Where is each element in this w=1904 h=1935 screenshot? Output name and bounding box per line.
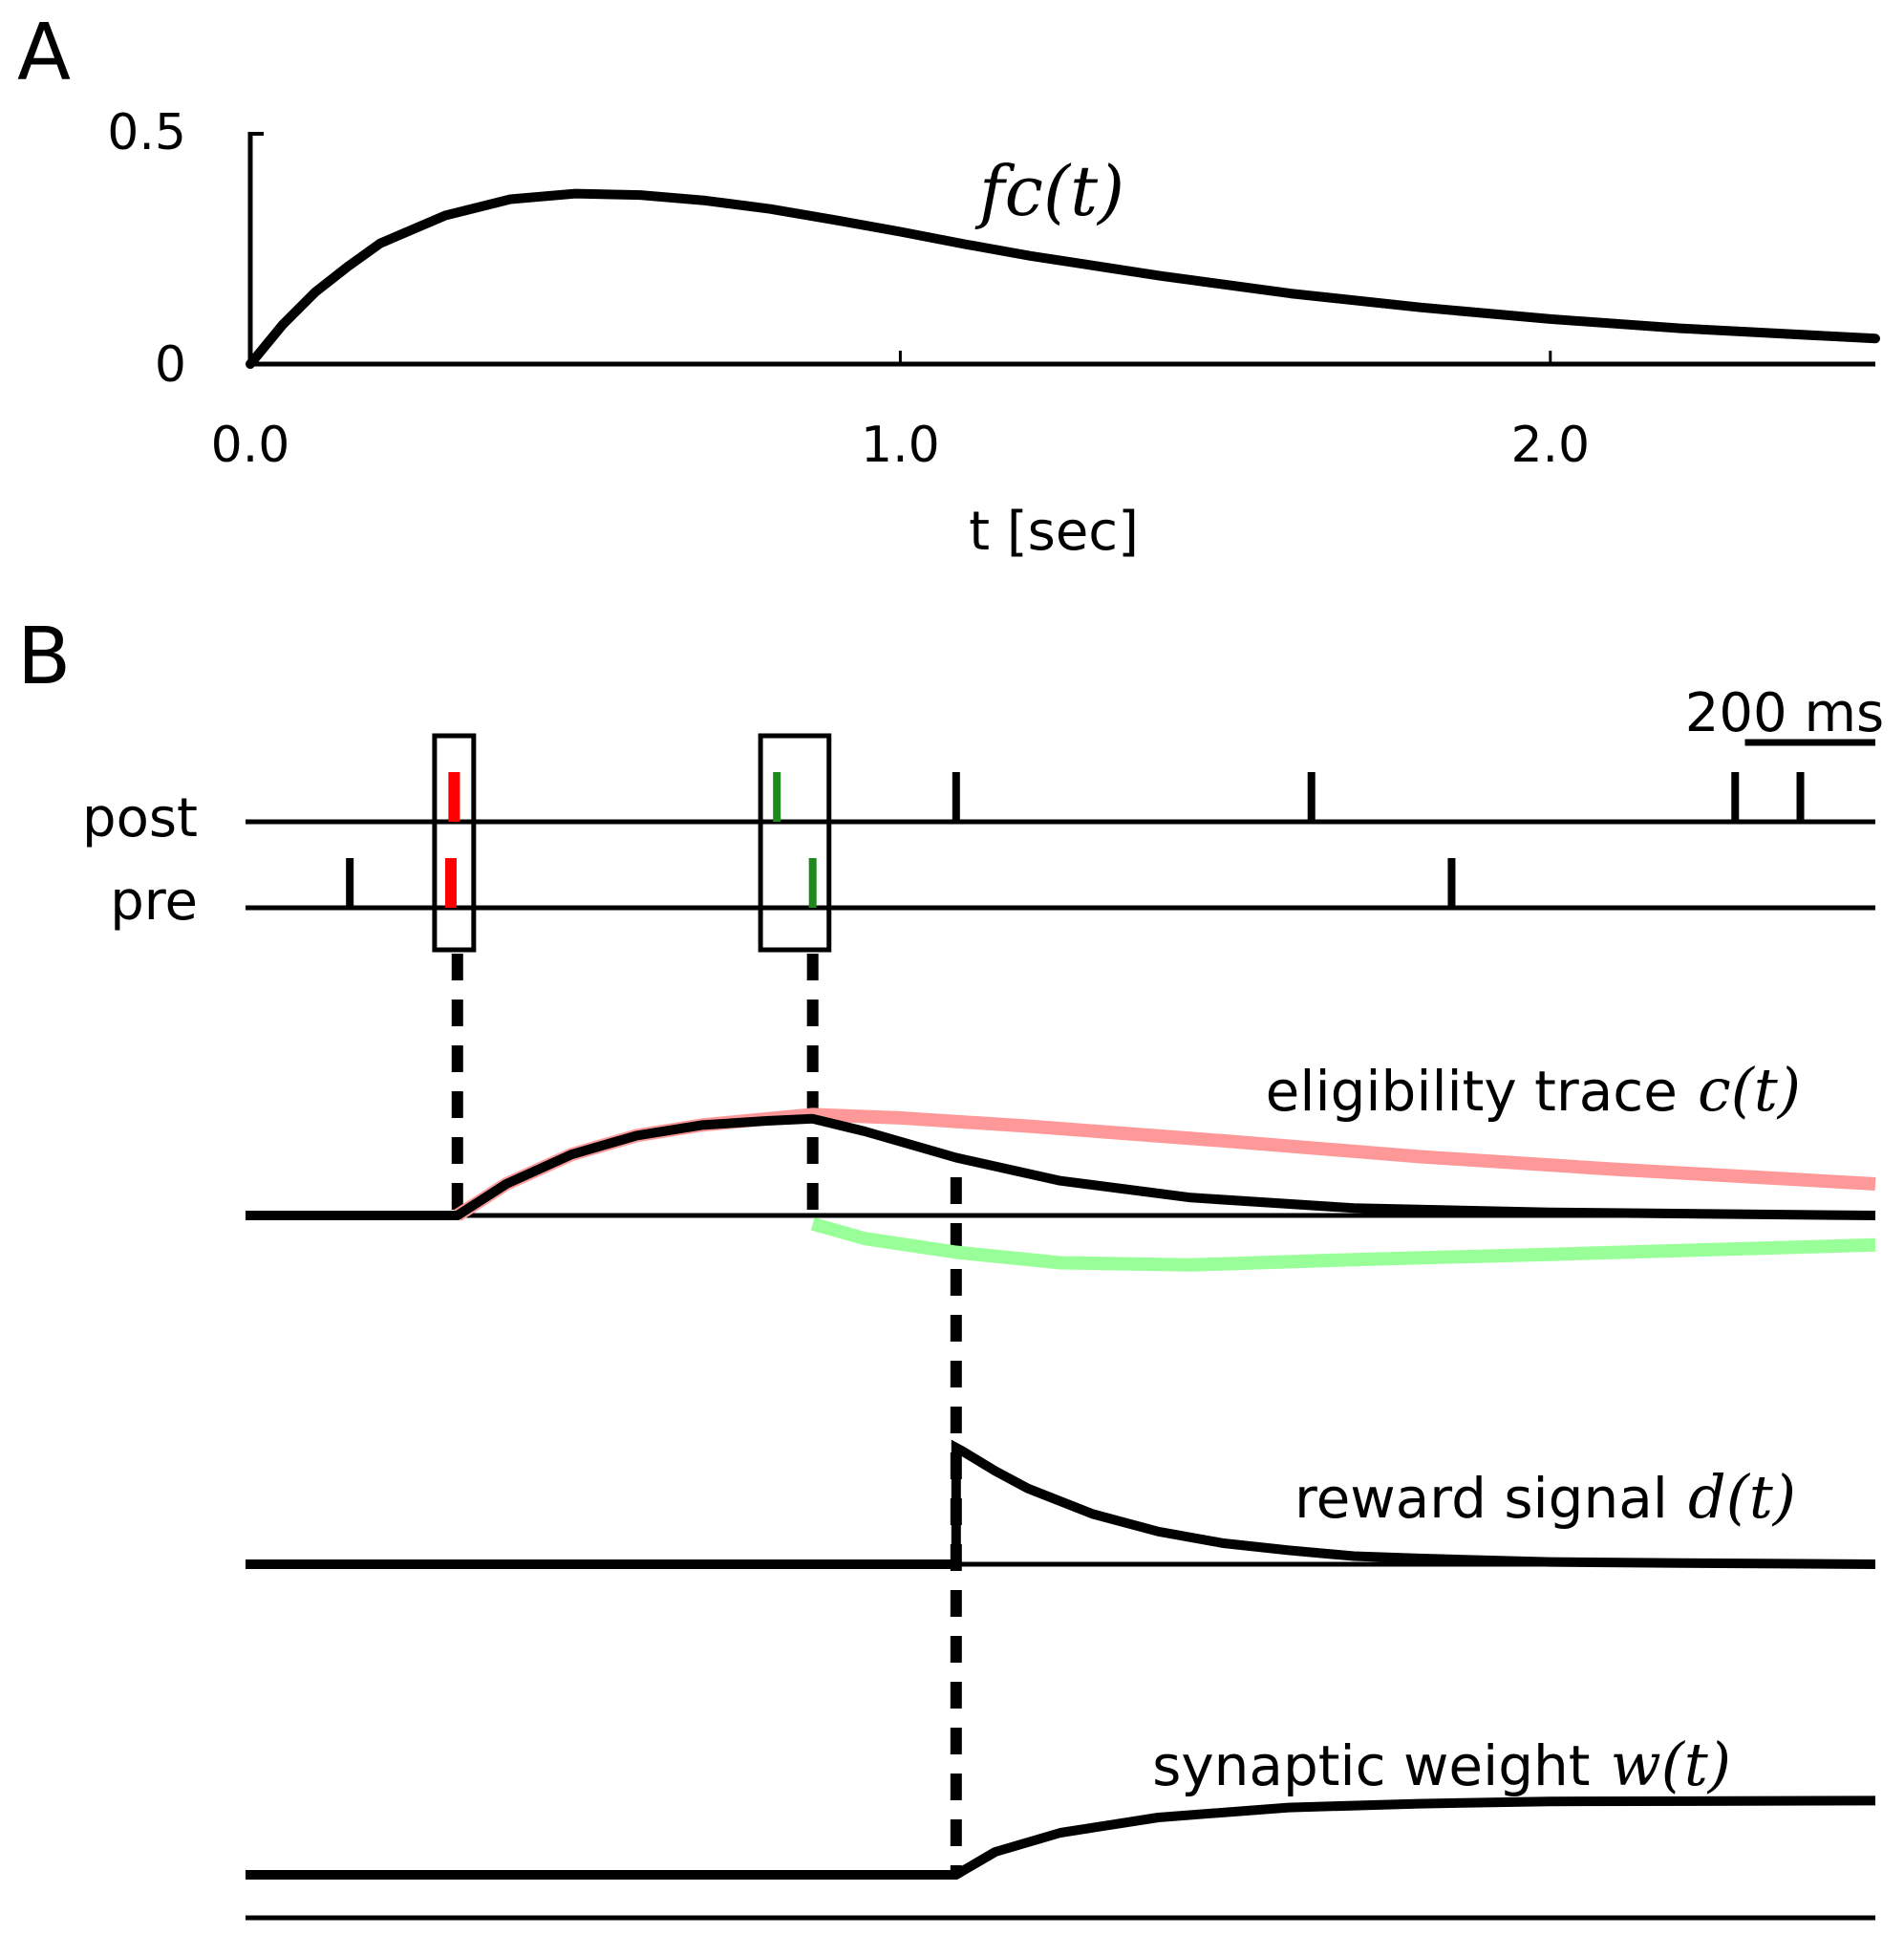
fc-label-text: fc(t): [974, 151, 1124, 231]
pairing-boxes: [432, 733, 832, 953]
pre-train-label: pre: [110, 871, 198, 933]
pairing-box: [432, 733, 477, 953]
x-tick-label: 1.0: [861, 417, 940, 474]
synaptic-weight-symbol: w(t): [1611, 1730, 1731, 1799]
panel-a-label: A: [17, 8, 71, 98]
panel-b-chart: 200 ms post pre eligibility trace c(t) r…: [82, 682, 1884, 1921]
y-tick-label: 0: [155, 336, 186, 394]
eligibility-trace-label-text: eligibility trace: [1266, 1059, 1678, 1124]
panel-a-x-axis-label: t [sec]: [969, 501, 1139, 563]
fc-curve: [246, 188, 1880, 369]
event-dashed-lines: [451, 954, 962, 1875]
x-tick-label: 0.0: [211, 417, 290, 474]
post-train-label: post: [82, 787, 198, 849]
eligibility-trace-label: eligibility trace c(t): [1266, 1055, 1801, 1125]
panel-b-label: B: [17, 612, 71, 702]
reward-signal-symbol: d(t): [1688, 1462, 1796, 1532]
eligibility-trace-symbol: c(t): [1698, 1055, 1801, 1125]
synaptic-weight-label: synaptic weight w(t): [1152, 1730, 1731, 1799]
reward-signal-curve: [246, 1439, 1876, 1569]
reward-signal-label: reward signal d(t): [1294, 1462, 1796, 1532]
panel-a-y-ticks: 00.5: [107, 104, 186, 394]
fc-curve-label: fc(t): [974, 151, 1124, 231]
y-tick-label: 0.5: [107, 104, 186, 161]
reward-signal-label-text: reward signal: [1294, 1466, 1668, 1531]
eligibility-depression-curve: [810, 1217, 1876, 1272]
x-tick-label: 2.0: [1510, 417, 1590, 474]
synaptic-weight-label-text: synaptic weight: [1152, 1733, 1590, 1798]
spike-marks: [346, 772, 1805, 908]
synaptic-weight-curve: [246, 1795, 1876, 1880]
pairing-box: [758, 733, 832, 953]
eligibility-trace-curve: [246, 1113, 1876, 1220]
panel-a-x-ticks: 0.0 1.0 2.0: [211, 351, 1590, 474]
scale-bar-label: 200 ms: [1685, 682, 1884, 744]
panel-a-chart: 0.0 1.0 2.0 00.5 fc(t) t [sec]: [107, 104, 1880, 563]
